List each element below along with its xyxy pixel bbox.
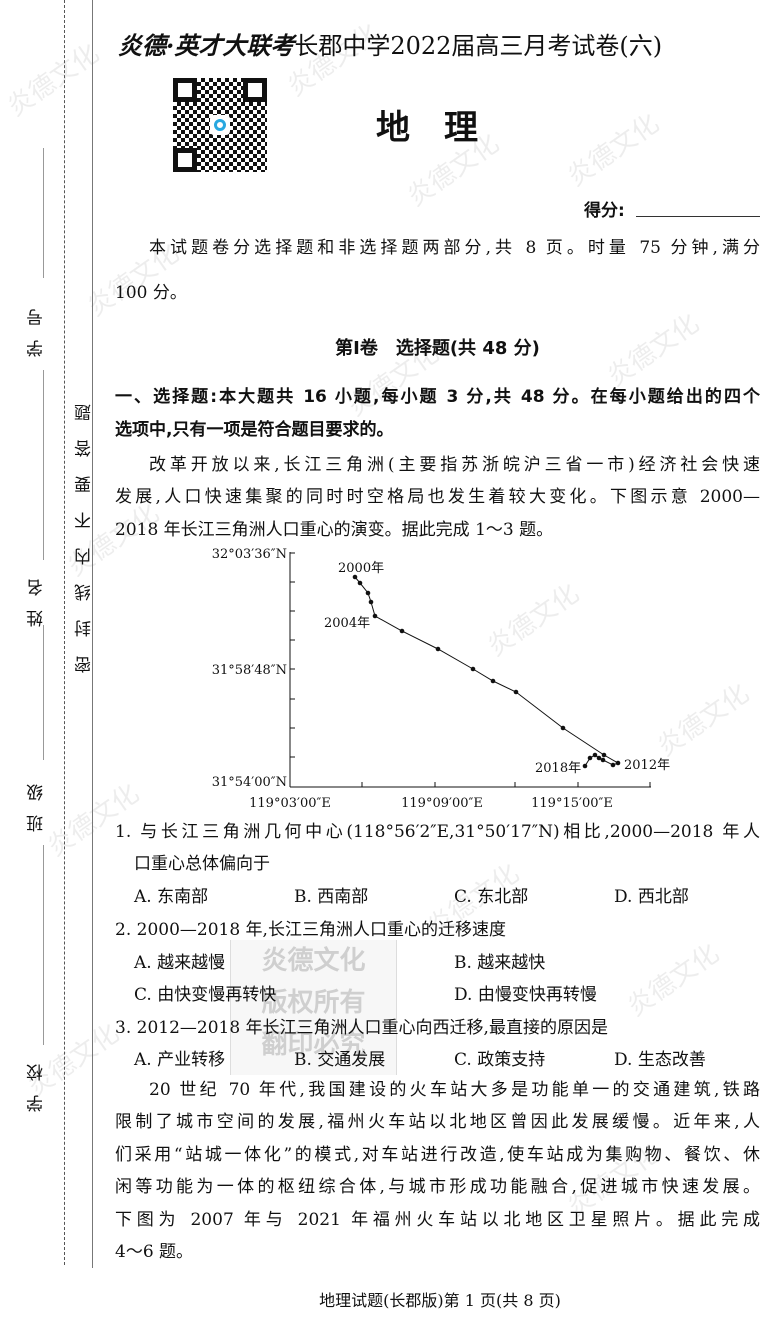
data-point <box>357 580 363 586</box>
data-point <box>587 755 593 761</box>
field-line <box>43 370 44 560</box>
question-1-stem: 口重心总体偏向于 <box>134 854 270 874</box>
q1-option-a[interactable]: A. 东南部 <box>134 887 209 907</box>
intro-line: 本试题卷分选择题和非选择题两部分,共 8 页。时量 75 分钟,满分 <box>149 238 760 258</box>
q3-option-b[interactable]: B. 交通发展 <box>294 1050 386 1070</box>
q1-option-b[interactable]: B. 西南部 <box>294 887 369 907</box>
data-point <box>435 646 441 652</box>
x-axis-ticks <box>361 782 651 787</box>
seal-line <box>64 0 65 1265</box>
x-tick-label: 119°15′00″E <box>531 796 613 811</box>
year-label: 2000年 <box>338 561 384 576</box>
q3-option-c[interactable]: C. 政策支持 <box>454 1050 546 1070</box>
section-title: 第Ⅰ卷 选择题(共 48 分) <box>335 338 540 359</box>
y-axis-ticks <box>290 552 295 758</box>
question-2-stem: 2. 2000—2018 年,长江三角洲人口重心的迁移速度 <box>115 920 506 940</box>
q1-option-c[interactable]: C. 东北部 <box>454 887 529 907</box>
app-logo-icon <box>210 115 230 135</box>
passage-line: 限制了城市空间的发展,福州火车站以北地区曾因此发展缓慢。近年来,人 <box>115 1112 760 1132</box>
intro-line: 100 分。 <box>115 283 187 303</box>
question-1-stem: 1. 与长江三角洲几何中心(118°56′2″E,31°50′17″N)相比,2… <box>115 822 760 842</box>
q1-option-d[interactable]: D. 西北部 <box>614 887 689 907</box>
stamp-line: 炎德文化 <box>261 946 366 976</box>
passage-line: 发展,人口快速集聚的同时时空格局也发生着较大变化。下图示意 2000— <box>115 487 760 507</box>
y-tick-label: 31°54′00″N <box>212 775 287 790</box>
brand: 炎德·英才大联考 <box>118 31 295 60</box>
y-tick-label: 31°58′48″N <box>212 663 287 678</box>
question-3-stem: 3. 2012—2018 年长江三角洲人口重心向西迁移,最直接的原因是 <box>115 1018 608 1038</box>
year-label: 2004年 <box>324 616 370 631</box>
year-label: 2012年 <box>624 758 670 773</box>
passage-line: 2018 年长江三角洲人口重心的演变。据此完成 1～3 题。 <box>115 520 554 540</box>
data-point <box>399 628 405 634</box>
migration-path <box>354 576 620 767</box>
passage-line: 4～6 题。 <box>115 1242 194 1262</box>
instruction-line: 一、选择题:本大题共 16 小题,每小题 3 分,共 48 分。在每小题给出的四… <box>115 387 760 407</box>
qr-code <box>173 78 267 172</box>
field-line <box>43 625 44 760</box>
y-tick-label: 32°03′36″N <box>212 547 287 562</box>
data-point <box>470 666 476 672</box>
passage-line: 下图为 2007 年与 2021 年福州火车站以北地区卫星照片。据此完成 <box>115 1210 760 1230</box>
q3-option-a[interactable]: A. 产业转移 <box>134 1050 226 1070</box>
x-tick-label: 119°09′00″E <box>401 796 483 811</box>
field-line <box>43 148 44 278</box>
margin-rule <box>92 0 93 1268</box>
stamp-line: 翻印必究 <box>261 1030 366 1060</box>
subject-title: 地 理 <box>376 108 478 148</box>
passage-line: 20 世纪 70 年代,我国建设的火车站大多是功能单一的交通建筑,铁路 <box>149 1080 760 1100</box>
copyright-stamp: 炎德文化 版权所有 翻印必究 <box>230 940 397 1075</box>
data-point <box>615 760 621 766</box>
data-point <box>490 678 496 684</box>
exam-title: 炎德·英才大联考长郡中学2022届高三月考试卷(六) <box>118 26 662 61</box>
data-point <box>513 689 519 695</box>
data-point <box>600 757 606 763</box>
data-point <box>365 590 371 596</box>
score-label: 得分: <box>584 201 625 221</box>
x-tick-label: 119°03′00″E <box>249 796 331 811</box>
data-point <box>592 752 598 758</box>
data-point <box>582 763 588 769</box>
data-point <box>368 599 374 605</box>
q2-option-c[interactable]: C. 由快变慢再转快 <box>134 985 277 1005</box>
year-label: 2018年 <box>535 761 581 776</box>
data-point <box>352 574 358 580</box>
stamp-line: 版权所有 <box>261 988 366 1018</box>
passage-line: 闲等功能为一体的枢纽综合体,与城市形成功能融合,促进城市快速发展。 <box>115 1177 760 1197</box>
q2-option-b[interactable]: B. 越来越快 <box>454 953 546 973</box>
data-point <box>601 752 607 758</box>
q2-option-a[interactable]: A. 越来越慢 <box>134 953 226 973</box>
score-field[interactable] <box>636 216 760 217</box>
data-point <box>596 755 602 761</box>
passage-line: 们采用“站城一体化”的模式,对车站进行改造,使车站成为集购物、餐饮、休 <box>115 1145 760 1165</box>
q2-option-d[interactable]: D. 由慢变快再转慢 <box>454 985 597 1005</box>
yearly-points <box>352 574 621 769</box>
passage-line: 改革开放以来,长江三角洲(主要指苏浙皖沪三省一市)经济社会快速 <box>149 455 760 475</box>
exam-name: 长郡中学2022届高三月考试卷(六) <box>294 32 663 60</box>
field-line <box>43 845 44 1045</box>
page-footer: 地理试题(长郡版)第 1 页(共 8 页) <box>319 1291 561 1310</box>
data-point <box>610 762 616 768</box>
instruction-line: 选项中,只有一项是符合题目要求的。 <box>115 420 394 440</box>
q3-option-d[interactable]: D. 生态改善 <box>614 1050 706 1070</box>
data-point <box>372 613 378 619</box>
data-point <box>560 725 566 731</box>
